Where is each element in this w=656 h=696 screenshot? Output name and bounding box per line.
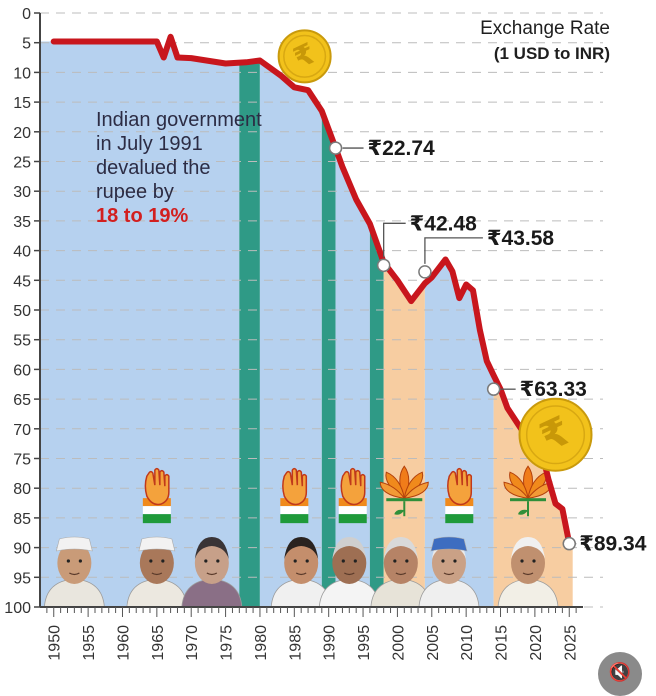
x-tick-label: 1975 [219,625,236,661]
x-tick-label: 1970 [184,625,201,661]
y-tick-label: 20 [13,125,31,142]
congress-hand-icon [338,467,367,524]
leader-portrait [181,537,243,608]
x-tick-label: 1995 [356,625,373,661]
leader-portrait [370,537,432,608]
chart-title: Exchange Rate (1 USD to INR) [480,18,610,64]
y-tick-label: 80 [13,481,31,498]
x-tick-label: 1950 [47,625,64,661]
band-congress-7 [424,259,494,607]
rate-marker [418,265,432,279]
y-tick-label: 100 [4,600,31,617]
rate-marker [328,141,343,155]
band-united-front-5 [369,223,384,607]
x-tick-label: 1965 [150,625,167,661]
x-tick-label: 2020 [528,625,545,661]
rate-highlight: ₹43.58 [418,227,554,279]
congress-hand-icon [280,467,309,524]
title-text: Exchange Rate [480,18,610,39]
y-tick-label: 15 [13,95,31,112]
leader-portrait [43,536,105,608]
y-tick-label: 25 [13,155,31,172]
leader-line [383,222,406,258]
y-tick-label: 5 [22,36,31,53]
rate-highlight: ₹89.34 [562,533,647,556]
rate-marker [486,382,501,396]
rate-labels: ₹22.74 ₹42.48 ₹43.58 ₹63.33 ₹89.34 [328,137,647,556]
x-tick-label: 2000 [390,625,407,661]
annotation-text: Indian government in July 1991 devalued … [96,109,262,203]
subtitle-text: (1 USD to INR) [493,44,610,63]
x-tick-label: 1990 [322,625,339,661]
band-janata-1 [239,60,260,607]
bjp-lotus-icon [503,465,553,517]
leader-portrait [270,537,332,608]
rate-marker [376,258,391,273]
band-congress-2 [259,60,322,607]
leader-portrait [418,536,480,608]
y-tick-label: 95 [13,570,31,587]
y-tick-label: 55 [13,333,31,350]
mute-button[interactable]: 🔇 [598,652,642,696]
x-tick-label: 2015 [494,625,511,661]
y-tick-label: 10 [13,65,31,82]
axes: 0510152025303540455055606570758085909510… [4,6,583,661]
x-tick-label: 1960 [115,625,132,661]
party-symbols [142,465,553,524]
band-janata-dal-3 [321,111,336,607]
rate-highlight: ₹63.33 [486,378,587,401]
rupee-coin-icon: ₹ [518,397,593,472]
rate-value-label: ₹42.48 [410,212,477,235]
y-tick-label: 50 [13,303,31,320]
y-tick-label: 45 [13,273,31,290]
rate-value-label: ₹89.34 [579,533,646,556]
devaluation-annotation: Indian government in July 1991 devalued … [96,108,266,228]
leader-portrait [318,537,380,608]
rate-value-label: ₹63.33 [520,378,587,401]
coins: ₹₹ [277,29,593,472]
rate-value-label: ₹22.74 [368,137,435,160]
congress-hand-icon [445,467,474,524]
y-tick-label: 85 [13,511,31,528]
x-tick-label: 1980 [253,625,270,661]
rate-highlight: ₹22.74 [328,137,435,160]
bjp-lotus-icon [379,465,429,517]
y-tick-label: 30 [13,184,31,201]
y-tick-label: 0 [22,6,31,23]
congress-hand-icon [142,467,171,524]
band-bjp-6 [383,262,425,607]
rupee-coin-icon: ₹ [277,29,332,84]
y-tick-label: 40 [13,244,31,261]
y-tick-label: 70 [13,422,31,439]
x-tick-label: 2025 [562,625,579,661]
y-tick-label: 75 [13,452,31,469]
rate-highlight: ₹42.48 [376,212,477,273]
leader-line [424,237,483,264]
band-congress-0 [40,39,240,607]
x-tick-label: 1955 [81,625,98,661]
y-tick-label: 90 [13,541,31,558]
y-tick-label: 65 [13,392,31,409]
leader-portraits [43,536,559,608]
x-tick-label: 2010 [459,625,476,661]
annotation-highlight: 18 to 19% [96,205,189,227]
leader-portrait [497,537,559,608]
y-tick-label: 60 [13,362,31,379]
x-tick-label: 1985 [287,625,304,661]
rate-marker [562,536,577,551]
x-tick-label: 2005 [425,625,442,661]
rate-value-label: ₹43.58 [487,227,554,250]
y-tick-label: 35 [13,214,31,231]
